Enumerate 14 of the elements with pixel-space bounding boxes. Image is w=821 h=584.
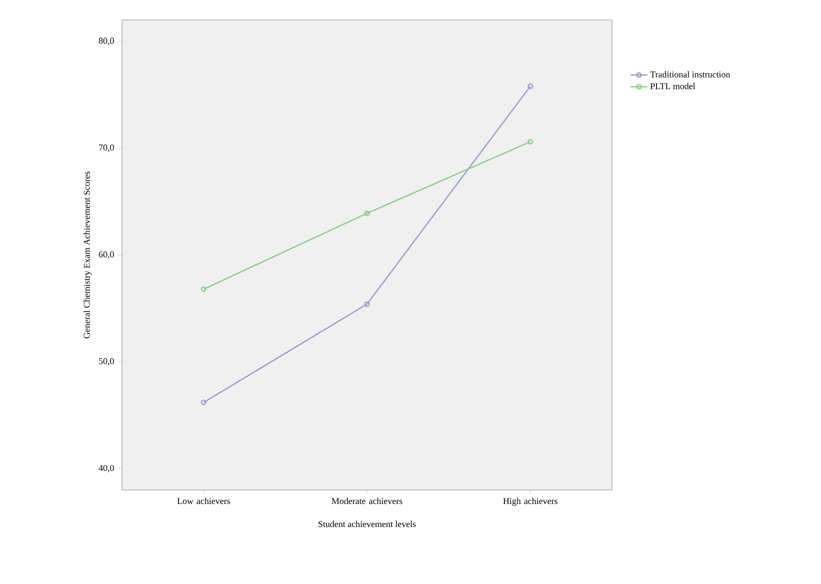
legend-label: Traditional instruction: [650, 71, 730, 78]
x-tick-label: Low achievers: [177, 498, 230, 504]
y-tick-label: 70,0: [99, 144, 114, 152]
x-axis-title: Student achievement levels: [318, 520, 416, 528]
point: [364, 301, 370, 307]
x-tick-label: Moderate achievers: [332, 498, 402, 504]
x-tick-label: High achievers: [503, 498, 558, 506]
y-tick-label: 60,0: [98, 251, 114, 259]
y-tick-label: 40,0: [98, 464, 114, 472]
y-axis-title: General Chemistry Exam Achievement Scores: [84, 172, 92, 338]
legend-label: PLTL model: [650, 82, 696, 90]
y-tick-label: 50,0: [99, 358, 114, 366]
y-tick-label: 80,0: [98, 38, 114, 46]
point: [364, 210, 370, 216]
